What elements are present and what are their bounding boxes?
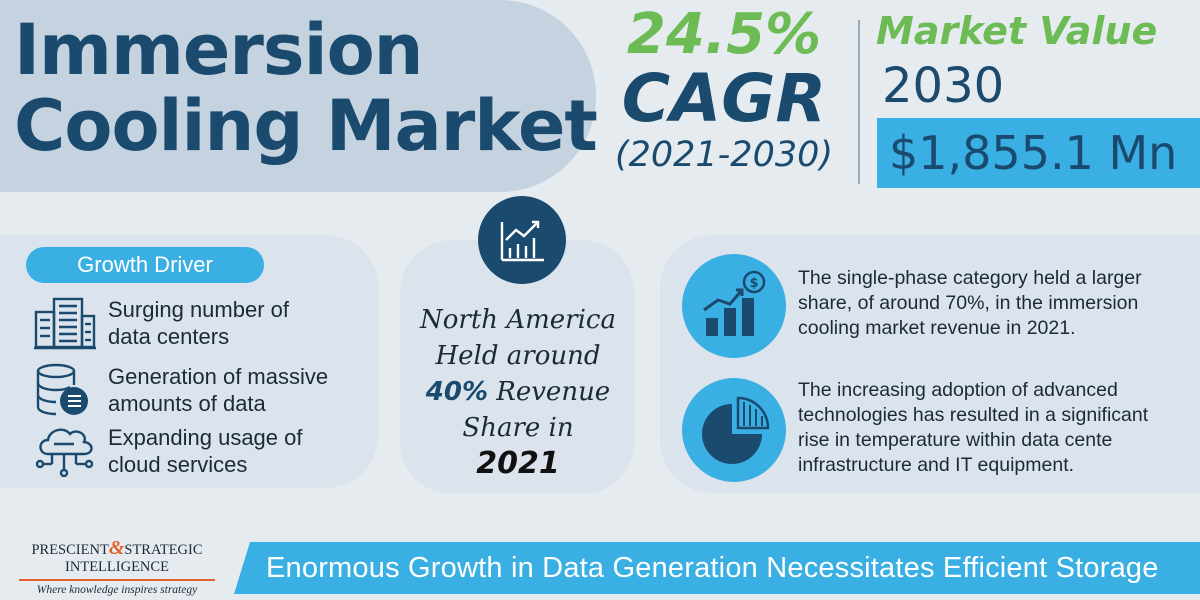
bar-chart-dollar-icon: $ bbox=[682, 254, 786, 358]
cloud-network-icon bbox=[35, 428, 94, 478]
cagr-block: 24.5% CAGR (2021-2030) bbox=[606, 4, 842, 176]
logo-rule bbox=[19, 579, 215, 581]
pie-chart-icon bbox=[682, 378, 786, 482]
regional-share-pct: 40% bbox=[425, 377, 489, 407]
building-icon bbox=[34, 297, 96, 350]
market-value: $1,855.1 Mn bbox=[889, 126, 1178, 180]
title-panel bbox=[0, 0, 596, 192]
regional-share-text: North America Held around 40% Revenue Sh… bbox=[408, 302, 628, 482]
growth-driver-item: Expanding usage of cloud services bbox=[34, 424, 303, 478]
growth-chart-icon bbox=[478, 196, 566, 284]
title-line-2: Cooling Market bbox=[14, 85, 598, 167]
regional-share-year: 2021 bbox=[476, 446, 560, 481]
growth-driver-text: Surging number of data centers bbox=[108, 297, 289, 349]
company-logo: PRESCIENT&STRATEGIC INTELLIGENCE Where k… bbox=[10, 538, 224, 597]
insight-text: The increasing adoption of advanced tech… bbox=[798, 379, 1149, 476]
growth-driver-text: Generation of massive amounts of data bbox=[108, 364, 329, 416]
page-title: Immersion Cooling Market bbox=[14, 9, 598, 167]
market-value-box: $1,855.1 Mn bbox=[877, 118, 1200, 188]
growth-driver-label: Growth Driver bbox=[26, 247, 264, 283]
database-icon bbox=[36, 363, 88, 416]
market-value-label: Market Value bbox=[876, 9, 1158, 53]
logo-tagline: Where knowledge inspires strategy bbox=[36, 584, 198, 596]
growth-driver-item: Surging number of data centers bbox=[34, 296, 289, 350]
cagr-period: (2021-2030) bbox=[614, 135, 834, 175]
title-line-1: Immersion bbox=[14, 9, 424, 91]
cagr-label: CAGR bbox=[621, 60, 827, 137]
insight-text: The single-phase category held a larger … bbox=[798, 267, 1142, 339]
footer-banner-text: Enormous Growth in Data Generation Neces… bbox=[266, 552, 1159, 584]
svg-text:$: $ bbox=[749, 276, 758, 291]
market-value-year: 2030 bbox=[882, 58, 1005, 114]
growth-driver-item: Generation of massive amounts of data bbox=[34, 363, 328, 417]
header-divider bbox=[858, 20, 860, 184]
footer-banner: Enormous Growth in Data Generation Neces… bbox=[234, 542, 1200, 594]
growth-driver-text: Expanding usage of cloud services bbox=[108, 425, 303, 477]
cagr-value: 24.5% bbox=[626, 2, 822, 67]
